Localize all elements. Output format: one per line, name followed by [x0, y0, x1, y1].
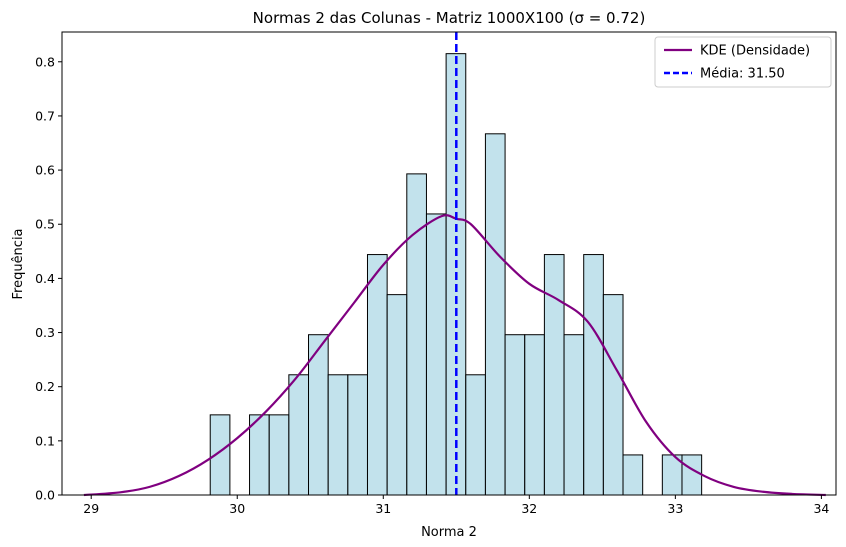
histogram-bar: [386, 294, 408, 496]
y-tick-label: 0.2: [35, 379, 55, 394]
x-tick-label: 31: [375, 501, 391, 516]
histogram-bar: [249, 414, 270, 496]
histogram-bar: [524, 334, 545, 496]
histogram-bar: [602, 294, 624, 496]
chart-title: Normas 2 das Colunas - Matriz 1000X100 (…: [253, 9, 646, 27]
histogram-bar: [465, 374, 486, 496]
y-tick-label: 0.0: [35, 488, 55, 503]
x-tick-label: 30: [229, 501, 245, 516]
y-tick-label: 0.1: [35, 433, 55, 448]
y-tick-label: 0.4: [35, 271, 55, 286]
histogram-bar: [622, 454, 644, 496]
x-tick-label: 29: [83, 501, 99, 516]
histogram-bar: [681, 454, 703, 496]
histogram-bar: [504, 334, 526, 496]
y-tick-label: 0.8: [35, 54, 55, 69]
histogram-bars: [209, 53, 703, 496]
histogram-bar: [425, 213, 447, 496]
histogram-bar: [484, 133, 506, 496]
x-tick-label: 34: [813, 501, 829, 516]
histogram-bar: [288, 374, 310, 496]
y-tick-label: 0.6: [35, 163, 55, 178]
x-tick-label: 33: [667, 501, 683, 516]
histogram-bar: [366, 254, 388, 496]
histogram-bar: [209, 414, 231, 496]
y-tick-label: 0.5: [35, 217, 55, 232]
y-axis-label: Frequência: [11, 228, 26, 299]
histogram-bar: [327, 374, 349, 496]
x-axis-label: Norma 2: [421, 525, 477, 540]
histogram-bar: [563, 334, 585, 496]
y-axis-ticks: 0.0 0.1 0.2 0.3 0.4 0.5 0.6 0.7 0.8: [35, 54, 62, 503]
x-axis-ticks: 29 30 31 32 33 34: [83, 495, 829, 516]
legend: KDE (Densidade) Média: 31.50: [654, 36, 832, 88]
legend-mean-label: Média: 31.50: [700, 67, 785, 82]
y-tick-label: 0.7: [35, 108, 55, 123]
histogram-bar: [583, 254, 604, 496]
y-tick-label: 0.3: [35, 325, 55, 340]
histogram-bar: [347, 374, 368, 496]
x-tick-label: 32: [521, 501, 537, 516]
legend-kde-label: KDE (Densidade): [700, 44, 810, 59]
histogram-bar: [543, 254, 565, 496]
histogram-bar: [268, 414, 290, 496]
histogram-bar: [406, 173, 427, 496]
plot-frame: [61, 31, 837, 496]
legend-box: [654, 36, 832, 88]
